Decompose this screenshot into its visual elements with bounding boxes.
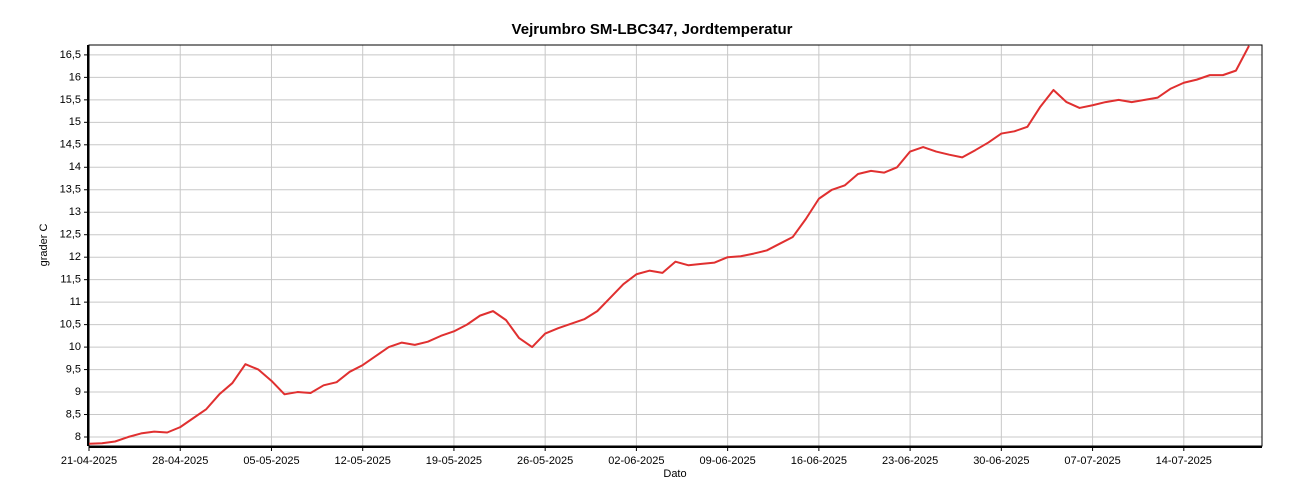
- x-tick-label: 07-07-2025: [1064, 455, 1120, 467]
- chart-title: Vejrumbro SM-LBC347, Jordtemperatur: [512, 21, 793, 38]
- x-tick-label: 23-06-2025: [882, 455, 938, 467]
- x-tick-label: 21-04-2025: [61, 455, 117, 467]
- x-tick-label: 19-05-2025: [426, 455, 482, 467]
- x-tick-label: 14-07-2025: [1156, 455, 1212, 467]
- y-tick-label: 13: [69, 206, 81, 218]
- x-tick-label: 12-05-2025: [335, 455, 391, 467]
- x-tick-label: 02-06-2025: [608, 455, 664, 467]
- y-tick-label: 15: [69, 116, 81, 128]
- x-tick-label: 30-06-2025: [973, 455, 1029, 467]
- y-tick-label: 9,5: [66, 363, 81, 375]
- y-axis-label: grader C: [38, 224, 50, 267]
- y-tick-label: 9: [75, 386, 81, 398]
- y-tick-label: 15,5: [60, 94, 81, 106]
- y-tick-label: 10,5: [60, 319, 81, 331]
- y-tick-label: 16: [69, 71, 81, 83]
- x-tick-label: 09-06-2025: [699, 455, 755, 467]
- x-tick-label: 28-04-2025: [152, 455, 208, 467]
- x-tick-label: 16-06-2025: [791, 455, 847, 467]
- y-tick-label: 12,5: [60, 229, 81, 241]
- y-tick-label: 8,5: [66, 408, 81, 420]
- y-tick-label: 14: [69, 161, 81, 173]
- y-tick-label: 16,5: [60, 49, 81, 61]
- y-tick-label: 10: [69, 341, 81, 353]
- y-tick-label: 11,5: [60, 274, 81, 286]
- y-tick-label: 8: [75, 431, 81, 443]
- x-axis-label: Dato: [663, 468, 686, 480]
- x-tick-label: 05-05-2025: [243, 455, 299, 467]
- y-tick-label: 14,5: [60, 139, 81, 151]
- y-tick-label: 12: [69, 251, 81, 263]
- x-tick-label: 26-05-2025: [517, 455, 573, 467]
- y-tick-label: 13,5: [60, 184, 81, 196]
- y-tick-label: 11: [70, 296, 81, 308]
- data-line: [88, 45, 1250, 445]
